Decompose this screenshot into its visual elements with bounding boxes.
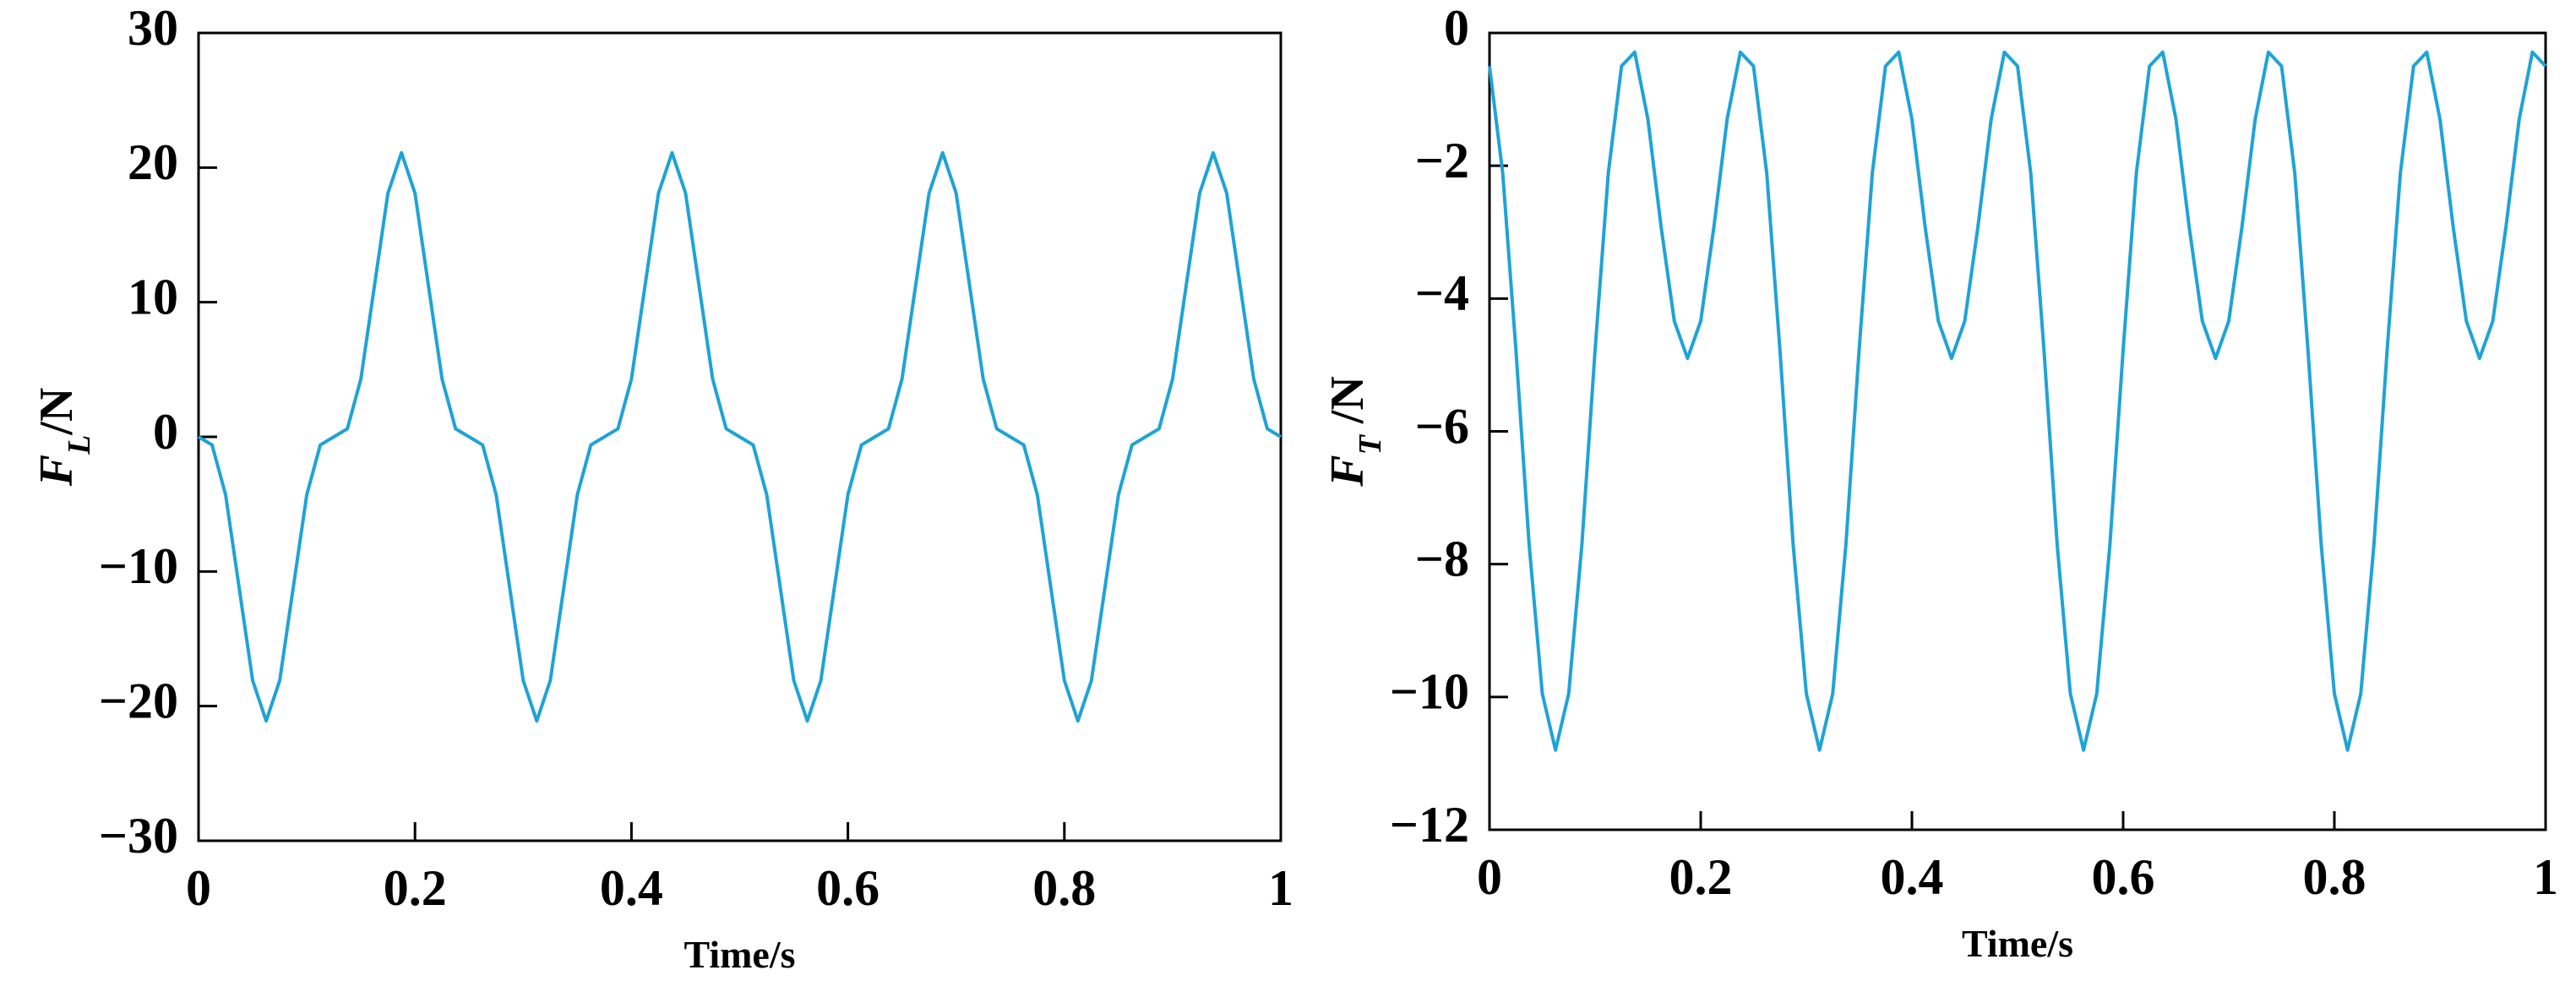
- y-tick-label: −8: [1415, 531, 1469, 586]
- x-tick-label: 0.2: [1669, 849, 1733, 905]
- x-axis-title: Time/s: [683, 933, 795, 976]
- x-tick-label: 1: [1268, 860, 1293, 916]
- y-tick-label: −10: [99, 538, 178, 594]
- y-axis-symbol: F: [1321, 455, 1374, 487]
- y-axis-unit: /N: [30, 388, 83, 436]
- y-tick-label: 10: [128, 269, 178, 324]
- x-tick-label: 0.8: [1032, 860, 1096, 916]
- y-tick-label: −12: [1390, 797, 1469, 853]
- x-tick-label: 0.8: [2303, 849, 2366, 905]
- x-tick-label: 1: [2533, 849, 2558, 905]
- x-axis-title: Time/s: [1962, 922, 2073, 965]
- y-tick-label: 0: [1444, 0, 1469, 56]
- y-tick-label: −30: [99, 808, 178, 864]
- y-tick-label: 0: [153, 404, 178, 460]
- y-axis-title: FL/N: [30, 388, 97, 488]
- y-tick-label: 20: [128, 134, 178, 190]
- x-tick-label: 0: [1477, 849, 1502, 905]
- chart: −30 −20 −10 0 10 20 30 0 0.2 0.4 0.6 0.8 1 Time/s FL/N: [30, 0, 1293, 976]
- x-tick-label: 0.2: [384, 860, 447, 916]
- y-axis-unit: /N: [1321, 376, 1374, 435]
- x-tick-label: 0.6: [816, 860, 880, 916]
- y-tick-label: −2: [1415, 133, 1469, 188]
- y-axis-title: FT /N: [1321, 376, 1388, 488]
- x-tick-label: 0.4: [600, 860, 663, 916]
- x-tick-label: 0.4: [1881, 849, 1944, 905]
- chart: −12 −10 −8 −6 −4 −2 0 0 0.2 0.4 0.6 0.8 1 Time/s FT /N: [1321, 0, 2558, 965]
- y-tick-label: −10: [1390, 664, 1469, 720]
- y-tick-label: −20: [99, 673, 178, 728]
- y-tick-label: −6: [1415, 398, 1469, 454]
- y-axis-subscript: L: [62, 435, 97, 455]
- x-tick-label: 0.6: [2092, 849, 2155, 905]
- y-tick-label: −4: [1415, 265, 1469, 321]
- y-axis-subscript: T: [1353, 433, 1388, 455]
- plot-frame: [1488, 31, 2547, 831]
- data-line: [1488, 50, 2547, 752]
- y-tick-label: 30: [128, 0, 178, 56]
- x-tick-label: 0: [186, 860, 211, 916]
- y-axis-symbol: F: [30, 455, 83, 487]
- data-line: [197, 150, 1283, 723]
